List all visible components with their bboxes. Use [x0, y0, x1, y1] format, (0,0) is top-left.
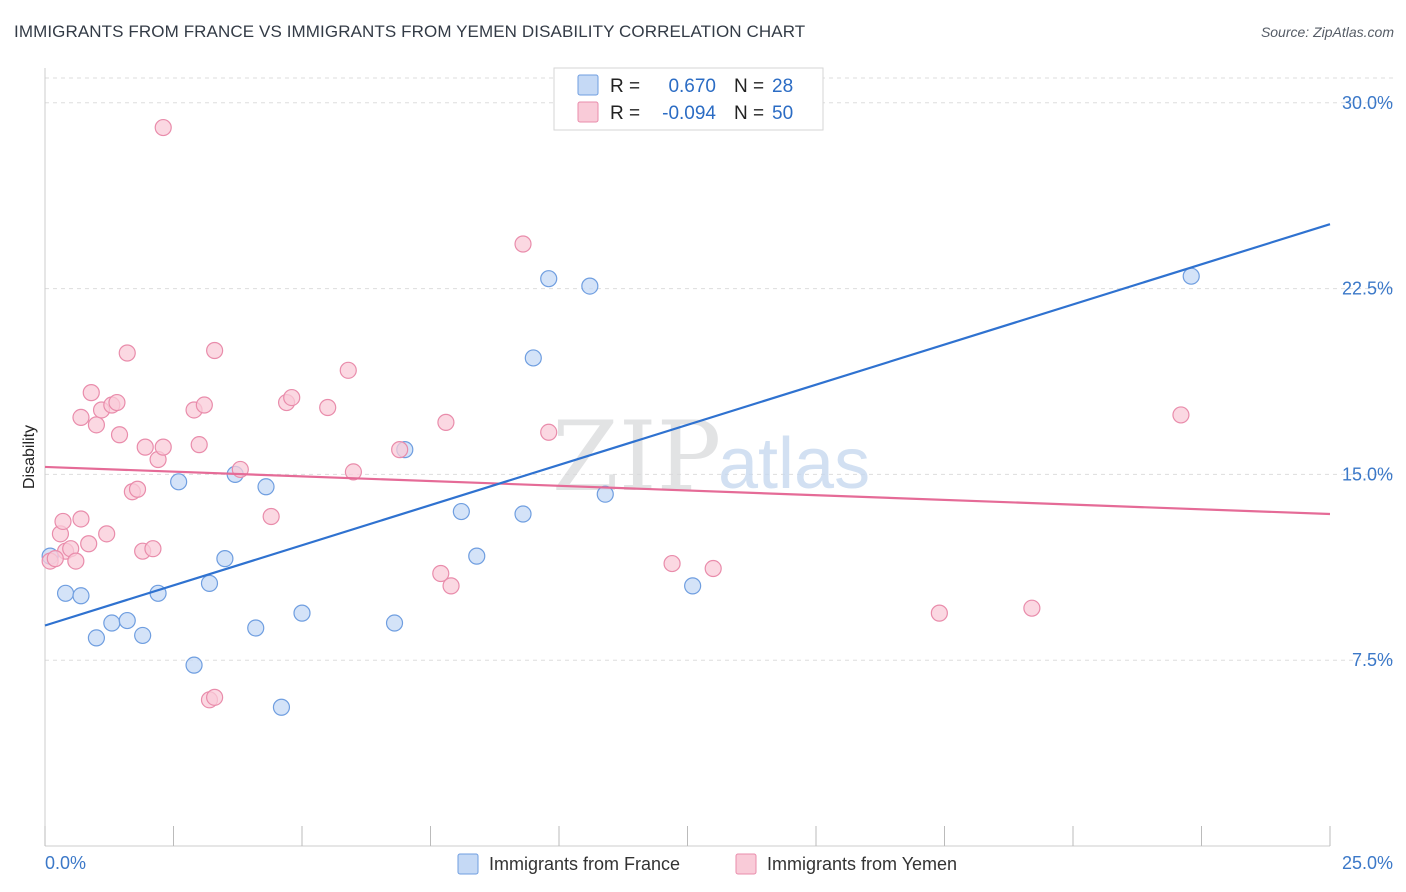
france-point: [684, 577, 702, 595]
y-axis-tick-labels: 7.5% 15.0% 22.5% 30.0%: [1342, 93, 1393, 670]
yemen-point: [206, 341, 224, 360]
yemen-point: [46, 550, 64, 568]
france-point: [134, 626, 152, 645]
france-point: [247, 619, 265, 637]
yemen-point: [54, 512, 72, 531]
france-point: [468, 547, 486, 565]
france-point: [200, 574, 219, 592]
yemen-point: [136, 438, 154, 456]
trend-lines: [44, 223, 1331, 627]
yemen-point: [110, 426, 129, 444]
chart-title: IMMIGRANTS FROM FRANCE VS IMMIGRANTS FRO…: [14, 22, 806, 41]
y-tick-label: 30.0%: [1342, 93, 1393, 113]
france-point: [170, 473, 188, 491]
yemen-point: [72, 408, 90, 427]
yemen-point: [319, 398, 337, 417]
yemen-trend-line: [44, 465, 1331, 516]
series-yemen-points: [41, 118, 1190, 709]
france-point: [103, 614, 121, 632]
legend-swatch-yemen: [577, 101, 599, 123]
yemen-point: [206, 688, 224, 706]
y-tick-label: 22.5%: [1342, 279, 1393, 299]
legend-frame: [553, 67, 824, 131]
france-point: [581, 277, 599, 295]
france-point: [257, 478, 275, 496]
france-point: [87, 629, 106, 647]
yemen-point: [540, 423, 558, 441]
france-point: [596, 485, 614, 503]
yemen-point: [98, 525, 116, 543]
yemen-point: [154, 438, 172, 456]
legend-r-value-yemen: -0.094: [662, 103, 716, 124]
bottom-legend-label-yemen: Immigrants from Yemen: [767, 854, 957, 874]
y-tick-label: 7.5%: [1352, 650, 1393, 670]
france-point: [293, 604, 311, 622]
yemen-point: [108, 393, 126, 412]
yemen-point: [442, 577, 460, 595]
yemen-point: [195, 396, 213, 414]
legend-swatch-france: [577, 74, 599, 96]
france-point: [56, 584, 75, 602]
yemen-point: [1172, 406, 1190, 424]
france-point: [185, 656, 203, 674]
legend-r-value-france: 0.670: [668, 76, 716, 97]
yemen-point: [663, 554, 681, 573]
x-tick-label-min: 0.0%: [45, 853, 86, 873]
yemen-point: [1023, 599, 1041, 617]
yemen-point: [283, 388, 301, 407]
legend-n-label-france: N =: [734, 76, 764, 97]
yemen-point: [432, 564, 450, 583]
yemen-point: [437, 413, 455, 431]
bottom-legend: Immigrants from France Immigrants from Y…: [457, 853, 957, 875]
france-point: [118, 611, 136, 630]
legend-n-value-france: 28: [772, 76, 793, 97]
yemen-point: [344, 463, 362, 481]
yemen-point: [391, 441, 409, 459]
yemen-point: [144, 540, 162, 558]
bottom-legend-swatch-yemen: [735, 853, 757, 875]
watermark-zip: ZIP: [552, 401, 721, 513]
yemen-point: [72, 510, 90, 528]
yemen-point: [262, 507, 280, 526]
yemen-point: [930, 604, 948, 622]
yemen-point: [128, 480, 147, 498]
yemen-point: [339, 361, 357, 379]
yemen-point: [190, 436, 208, 454]
yemen-point: [80, 535, 98, 553]
legend-box: R = 0.670 N = 28 R = -0.094 N = 50: [553, 67, 824, 131]
legend-n-label-yemen: N =: [734, 103, 764, 124]
france-point: [540, 270, 558, 288]
source-label: Source: ZipAtlas.com: [1260, 24, 1394, 40]
legend-n-value-yemen: 50: [772, 103, 793, 124]
yemen-point: [87, 416, 106, 434]
bottom-legend-label-france: Immigrants from France: [489, 854, 680, 874]
bottom-legend-swatch-france: [457, 853, 479, 875]
france-point: [452, 502, 470, 521]
france-point: [524, 349, 542, 367]
france-point: [216, 550, 234, 568]
legend-r-label-france: R =: [610, 76, 640, 97]
yemen-point: [82, 384, 100, 402]
france-trend-line: [44, 223, 1331, 627]
watermark-atlas: atlas: [718, 424, 870, 504]
x-tick-label-max: 25.0%: [1342, 853, 1393, 873]
yemen-point: [514, 235, 532, 253]
france-point: [514, 505, 532, 523]
y-axis-label: Disability: [21, 425, 38, 489]
yemen-point: [67, 552, 85, 570]
y-tick-label: 15.0%: [1342, 464, 1393, 484]
yemen-point: [154, 118, 172, 137]
france-point: [72, 587, 90, 605]
france-point: [272, 698, 291, 716]
france-point: [1182, 267, 1200, 285]
x-axis-ticks: [44, 826, 1331, 846]
legend-r-label-yemen: R =: [610, 103, 640, 124]
france-point: [385, 614, 404, 632]
yemen-point: [118, 344, 136, 362]
yemen-point: [704, 559, 722, 578]
